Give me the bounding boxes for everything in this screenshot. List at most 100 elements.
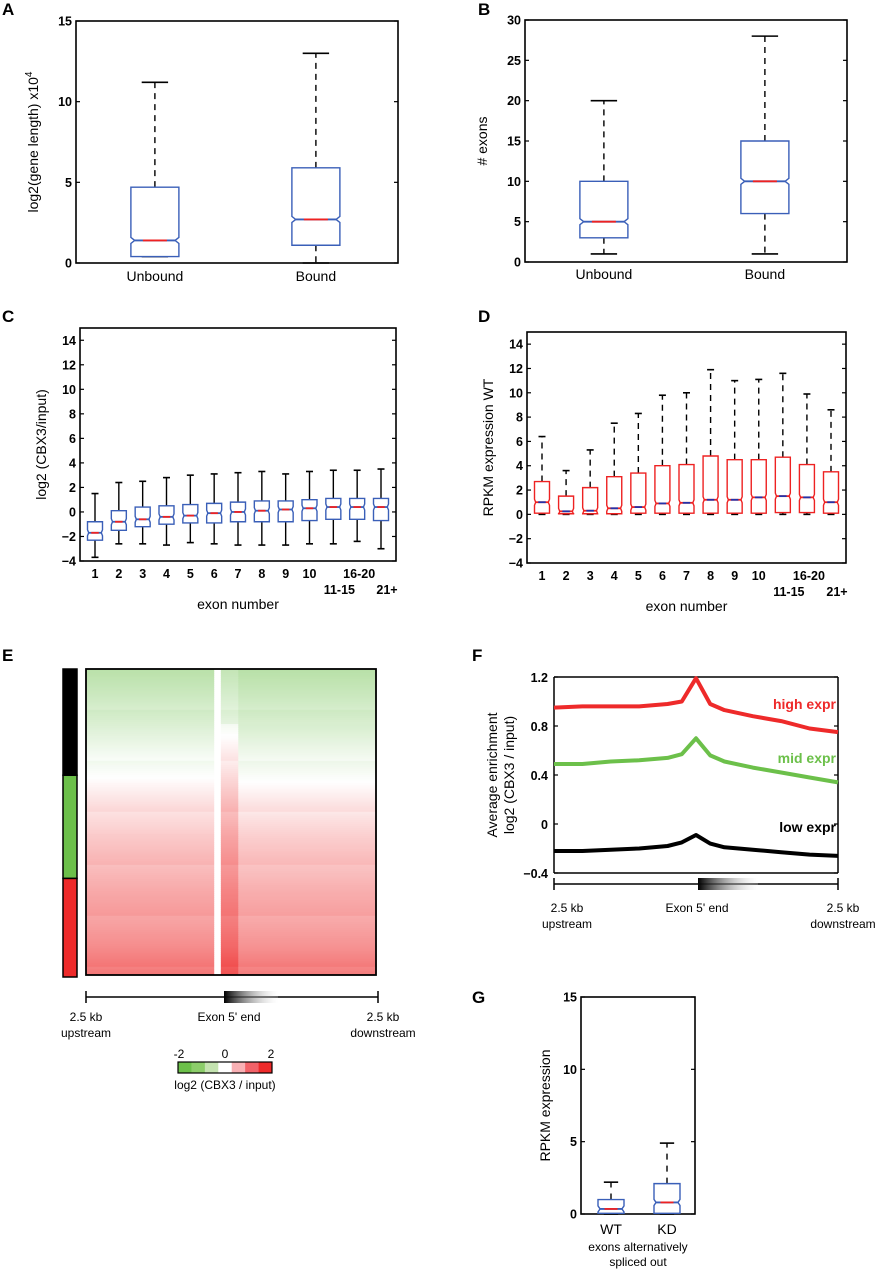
heatmap-row bbox=[238, 677, 377, 680]
heatmap-row bbox=[220, 734, 239, 737]
heatmap-row bbox=[220, 671, 239, 674]
heatmap-row bbox=[220, 681, 239, 684]
heatmap-row bbox=[86, 738, 215, 741]
colorbar-swatch bbox=[178, 1062, 192, 1073]
heatmap-row bbox=[238, 893, 377, 896]
y-tick-label: 10 bbox=[563, 1063, 577, 1077]
y-axis-label: # exons bbox=[474, 116, 490, 165]
box-10 bbox=[301, 470, 318, 545]
heatmap-row bbox=[238, 824, 377, 827]
colorbar-tick-label: 2 bbox=[268, 1047, 275, 1061]
y-axis-label: log2(gene length) x104 bbox=[24, 71, 41, 212]
heatmap-row bbox=[238, 693, 377, 696]
heatmap-row bbox=[86, 844, 215, 847]
heatmap-row bbox=[238, 883, 377, 886]
heatmap-row bbox=[238, 793, 377, 796]
series-label-mid-expr: mid expr bbox=[778, 750, 837, 766]
y-tick-label: 25 bbox=[507, 54, 521, 68]
x-left-label-1: 2.5 kb bbox=[70, 1010, 103, 1024]
x-tick-label: KD bbox=[657, 1221, 676, 1237]
heatmap-row bbox=[220, 848, 239, 851]
heatmap-row bbox=[86, 717, 215, 721]
heatmap-row bbox=[86, 756, 215, 760]
y-tick-label: 14 bbox=[62, 334, 76, 348]
heatmap-row bbox=[220, 693, 239, 696]
exon-gradient-marker bbox=[224, 991, 278, 1003]
heatmap-row bbox=[238, 860, 377, 864]
y-tick-label: 0 bbox=[570, 1208, 577, 1222]
heatmap-row bbox=[220, 826, 239, 829]
heatmap-row bbox=[86, 789, 215, 792]
heatmap-row bbox=[238, 838, 377, 841]
heatmap-row bbox=[220, 787, 239, 790]
colorbar-swatch bbox=[258, 1062, 273, 1073]
heatmap-row bbox=[86, 901, 215, 904]
heatmap-row bbox=[86, 677, 215, 680]
heatmap-row bbox=[238, 858, 377, 862]
y-tick-label: 5 bbox=[514, 215, 521, 229]
plot-frame bbox=[524, 19, 848, 263]
y-tick-label: 12 bbox=[509, 362, 523, 376]
heatmap-row bbox=[86, 779, 215, 782]
x-right-label-1: 2.5 kb bbox=[827, 901, 860, 915]
heatmap-row bbox=[220, 822, 239, 825]
box-body bbox=[86, 521, 104, 541]
box-body bbox=[653, 1182, 681, 1214]
heatmap-row bbox=[238, 801, 377, 805]
heatmap-row bbox=[238, 889, 377, 892]
heatmap-row bbox=[238, 913, 377, 917]
heatmap-row bbox=[238, 817, 377, 821]
heatmap-row bbox=[238, 756, 377, 760]
y-tick-label: 1.2 bbox=[531, 671, 548, 685]
heatmap-row bbox=[220, 815, 239, 819]
heatmap-row bbox=[86, 852, 215, 856]
y-tick-label: −4 bbox=[509, 557, 523, 571]
heatmap-row bbox=[86, 701, 215, 705]
heatmap-row bbox=[220, 697, 239, 700]
heatmap-row bbox=[86, 760, 215, 764]
heatmap-row bbox=[86, 948, 215, 951]
panel-letter-g: G bbox=[472, 988, 485, 1007]
heatmap-row bbox=[238, 940, 377, 943]
heatmap-row bbox=[86, 895, 215, 898]
heatmap-row bbox=[220, 928, 239, 931]
x-tick-label: 6 bbox=[211, 567, 218, 581]
heatmap-row bbox=[86, 903, 215, 907]
y-axis-label-exponent: 4 bbox=[24, 71, 35, 77]
heatmap-row bbox=[86, 673, 215, 676]
y-tick-label: 10 bbox=[58, 95, 72, 109]
heatmap-row bbox=[238, 738, 377, 741]
heatmap-row bbox=[238, 775, 377, 778]
y-tick-label: 8 bbox=[516, 411, 523, 425]
heatmap-row bbox=[220, 793, 239, 796]
heatmap-row bbox=[220, 785, 239, 788]
heatmap-row bbox=[220, 883, 239, 886]
heatmap-row bbox=[86, 817, 215, 821]
heatmap-row bbox=[238, 926, 377, 929]
heatmap-row bbox=[238, 834, 377, 837]
heatmap-row bbox=[220, 695, 239, 698]
heatmap-row bbox=[238, 909, 377, 913]
heatmap-row bbox=[238, 930, 377, 933]
x-tick-label: 1 bbox=[539, 569, 546, 583]
heatmap-row bbox=[238, 962, 377, 966]
heatmap-row bbox=[220, 687, 239, 690]
y-tick-label: 15 bbox=[58, 15, 72, 29]
heatmap-row bbox=[238, 679, 377, 682]
heatmap-row bbox=[220, 762, 239, 766]
heatmap-row bbox=[86, 885, 215, 888]
heatmap-row bbox=[220, 970, 239, 974]
heatmap-row bbox=[86, 856, 215, 860]
x-tick-label: 3 bbox=[587, 569, 594, 583]
heatmap-row bbox=[220, 730, 239, 733]
heatmap-row bbox=[86, 915, 215, 919]
box-11-15 bbox=[325, 469, 342, 545]
heatmap-row bbox=[238, 877, 377, 880]
heatmap-row bbox=[220, 673, 239, 676]
heatmap-row bbox=[220, 775, 239, 778]
heatmap-row bbox=[238, 903, 377, 907]
heatmap-row bbox=[86, 934, 215, 937]
y-tick-label: 0 bbox=[514, 256, 521, 270]
x-tick-label: Bound bbox=[296, 268, 336, 284]
